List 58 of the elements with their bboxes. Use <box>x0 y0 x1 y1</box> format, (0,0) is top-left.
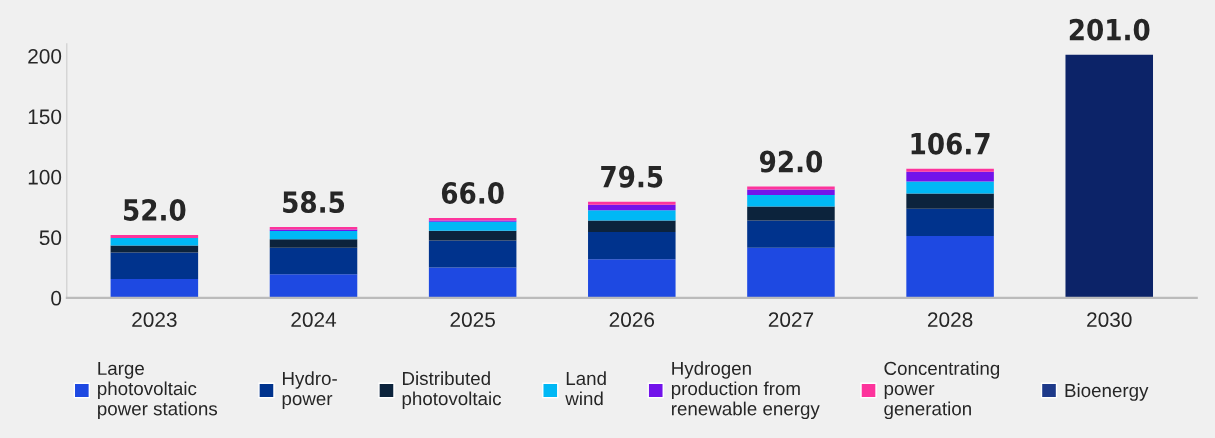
bar <box>269 274 358 298</box>
bar <box>747 186 835 190</box>
bar <box>588 259 676 298</box>
y-tick-label: 0 <box>51 290 62 306</box>
x-tick-label: 2023 <box>132 312 177 328</box>
y-tick-label: 50 <box>39 230 62 246</box>
y-tick-label: 200 <box>28 48 62 64</box>
legend-label: Hydro- power <box>282 371 337 409</box>
total-label: 52.0 <box>124 198 186 221</box>
legend-label: Concentrating power generation <box>884 361 1000 420</box>
x-tick-label: 2028 <box>927 312 973 328</box>
bar <box>906 171 994 182</box>
total-label: 201.0 <box>1069 18 1150 41</box>
y-tick-label: 150 <box>28 109 62 125</box>
bar <box>269 239 358 248</box>
bar <box>428 230 517 241</box>
total-label: 92.0 <box>759 150 823 173</box>
total-label: 66.0 <box>441 181 504 205</box>
bar <box>906 208 994 236</box>
bar <box>747 195 835 207</box>
x-tick-label: 2024 <box>291 312 337 328</box>
bar <box>588 220 676 232</box>
bar <box>428 221 517 231</box>
y-tick-label: 100 <box>28 169 62 185</box>
bar <box>110 252 199 280</box>
legend-label: Distributed photovoltaic <box>402 371 502 409</box>
bar <box>428 267 517 298</box>
legend-label: Large photovoltaic power stations <box>98 361 218 420</box>
bar <box>588 210 676 221</box>
bar <box>269 230 358 240</box>
total-label: 58.5 <box>283 191 345 214</box>
total-label: 106.7 <box>911 132 990 155</box>
x-tick-label: 2026 <box>609 312 655 328</box>
x-tick-label: 2025 <box>450 312 495 328</box>
bar <box>747 247 835 298</box>
bar <box>110 245 199 253</box>
bar <box>906 235 994 298</box>
bar <box>906 181 994 194</box>
bar <box>588 204 676 211</box>
bar <box>906 168 994 172</box>
bar <box>747 220 835 248</box>
legend-label: Bioenergy <box>1065 383 1149 401</box>
total-label: 79.5 <box>601 165 663 188</box>
x-tick-label: 2030 <box>1087 312 1132 328</box>
bar <box>906 193 994 209</box>
bar <box>110 237 199 246</box>
x-tick-label: 2027 <box>768 312 814 328</box>
bar <box>747 189 835 196</box>
bar <box>110 234 199 238</box>
bar <box>588 201 676 205</box>
bar <box>747 206 835 221</box>
bar <box>269 247 358 275</box>
legend-label: Hydrogen production from renewable energy <box>671 361 820 420</box>
bar <box>588 231 676 260</box>
legend-label: Land wind <box>565 371 606 406</box>
bar <box>428 240 517 268</box>
bar <box>1065 54 1154 298</box>
bar <box>110 279 199 298</box>
